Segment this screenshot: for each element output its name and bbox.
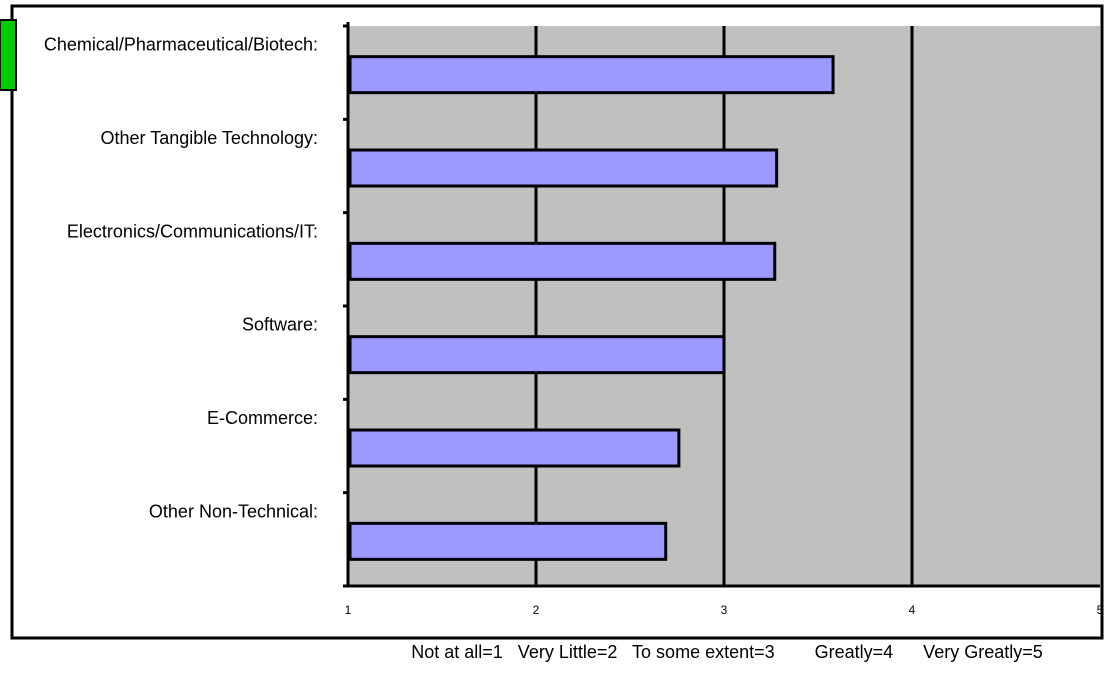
category-label-1: Other Tangible Technology: xyxy=(101,128,319,148)
category-label-4: E-Commerce: xyxy=(207,408,318,428)
x-tick-label-4: 4 xyxy=(909,603,916,617)
bar-3 xyxy=(348,335,726,375)
category-label-5: Other Non-Technical: xyxy=(149,501,318,521)
x-tick-label-1: 1 xyxy=(345,603,352,617)
x-tick-label-3: 3 xyxy=(721,603,728,617)
axes xyxy=(343,22,1100,588)
bar-0 xyxy=(348,55,835,95)
bars xyxy=(348,55,835,561)
accent-tab xyxy=(0,19,17,91)
scale-legend: Not at all=1 Very Little=2 To some exten… xyxy=(411,642,1043,662)
bar-5 xyxy=(348,521,668,561)
grid-lines xyxy=(534,26,914,586)
bar-2 xyxy=(348,241,777,281)
x-tick-label-2: 2 xyxy=(533,603,540,617)
bar-1 xyxy=(348,148,779,188)
tick-labels: 1 2 3 4 5 xyxy=(345,603,1104,617)
category-label-2: Electronics/Communications/IT: xyxy=(67,221,318,241)
category-label-3: Software: xyxy=(242,315,318,335)
bar-4 xyxy=(348,428,681,468)
x-tick-label-5: 5 xyxy=(1097,603,1104,617)
category-labels: Chemical/Pharmaceutical/Biotech: Other Ta… xyxy=(44,35,318,522)
category-label-0: Chemical/Pharmaceutical/Biotech: xyxy=(44,35,318,55)
